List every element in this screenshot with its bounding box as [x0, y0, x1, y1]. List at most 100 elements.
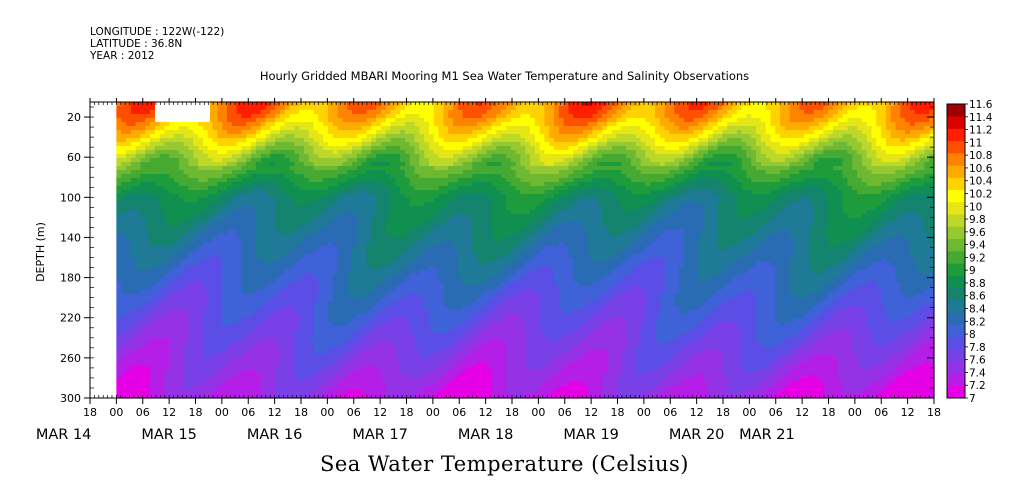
heatmap-cell [169, 122, 175, 127]
heatmap-cell [130, 134, 137, 139]
heatmap-cell [342, 130, 348, 135]
heatmap-cell [429, 146, 435, 151]
heatmap-cell [188, 290, 194, 295]
heatmap-cell [400, 290, 406, 295]
heatmap-cell [116, 210, 122, 215]
heatmap-cell [212, 310, 218, 315]
heatmap-cell [260, 382, 267, 387]
heatmap-cell [299, 110, 305, 115]
heatmap-cell [270, 250, 276, 255]
heatmap-cell [400, 130, 406, 135]
heatmap-cell [366, 270, 372, 275]
heatmap-cell [207, 366, 214, 371]
heatmap-cell [198, 258, 204, 263]
heatmap-cell [352, 242, 358, 247]
heatmap-cell [188, 130, 194, 135]
heatmap-cell [231, 190, 238, 195]
heatmap-cell [246, 246, 252, 251]
heatmap-cell [279, 170, 286, 175]
heatmap-cell [356, 350, 363, 355]
heatmap-cell [400, 294, 406, 299]
heatmap-cell [183, 386, 190, 391]
heatmap-cell [174, 366, 180, 371]
heatmap-cell [178, 206, 185, 211]
heatmap-cell [279, 166, 286, 171]
heatmap-cell [198, 282, 204, 287]
heatmap-cell [198, 250, 204, 255]
heatmap-cell [226, 146, 233, 151]
heatmap-cell [424, 370, 430, 375]
heatmap-cell [361, 110, 368, 115]
heatmap-cell [299, 234, 305, 239]
heatmap-cell [352, 230, 358, 235]
heatmap-cell [150, 266, 156, 271]
heatmap-cell [154, 334, 161, 339]
heatmap-cell [154, 166, 161, 171]
heatmap-cell [178, 306, 185, 311]
heatmap-cell [294, 130, 300, 135]
heatmap-cell [217, 342, 223, 347]
heatmap-cell [169, 362, 175, 367]
heatmap-cell [169, 190, 175, 195]
heatmap-cell [371, 122, 377, 127]
heatmap-cell [294, 226, 300, 231]
heatmap-cell [159, 246, 166, 251]
heatmap-cell [294, 166, 300, 171]
heatmap-cell [231, 134, 238, 139]
heatmap-cell [400, 110, 406, 115]
heatmap-cell [395, 142, 401, 147]
heatmap-cell [212, 166, 218, 171]
heatmap-cell [130, 278, 137, 283]
heatmap-cell [150, 282, 156, 287]
heatmap-cell [255, 122, 262, 127]
heatmap-cell [395, 198, 401, 203]
heatmap-cell [356, 146, 363, 151]
heatmap-cell [419, 246, 425, 251]
heatmap-cell [390, 162, 396, 167]
heatmap-cell [342, 230, 348, 235]
heatmap-cell [380, 358, 387, 363]
heatmap-cell [419, 386, 425, 391]
heatmap-cell [121, 266, 127, 271]
heatmap-cell [193, 190, 199, 195]
heatmap-cell [318, 170, 324, 175]
heatmap-cell [150, 102, 156, 107]
heatmap-cell [140, 358, 146, 363]
heatmap-cell [395, 202, 401, 207]
heatmap-cell [174, 334, 180, 339]
heatmap-cell [299, 122, 305, 127]
heatmap-cell [202, 350, 209, 355]
heatmap-cell [409, 274, 416, 279]
heatmap-cell [347, 278, 353, 283]
heatmap-cell [222, 110, 228, 115]
heatmap-cell [241, 374, 247, 379]
heatmap-cell [361, 138, 368, 143]
heatmap-cell [342, 310, 348, 315]
heatmap-cell [169, 294, 175, 299]
heatmap-cell [380, 170, 387, 175]
heatmap-cell [438, 122, 445, 127]
heatmap-cell [178, 158, 185, 163]
heatmap-cell [361, 366, 368, 371]
heatmap-cell [279, 190, 286, 195]
heatmap-cell [154, 230, 161, 235]
heatmap-cell [251, 158, 257, 163]
heatmap-cell [371, 150, 377, 155]
heatmap-cell [222, 306, 228, 311]
heatmap-cell [419, 206, 425, 211]
heatmap-cell [212, 386, 218, 391]
heatmap-cell [236, 370, 243, 375]
heatmap-cell [429, 198, 435, 203]
heatmap-cell [366, 246, 372, 251]
heatmap-cell [222, 234, 228, 239]
heatmap-cell [279, 370, 286, 375]
heatmap-cell [308, 298, 315, 303]
heatmap-cell [308, 194, 315, 199]
heatmap-cell [135, 170, 142, 175]
heatmap-cell [284, 262, 291, 267]
heatmap-cell [178, 274, 185, 279]
heatmap-cell [332, 362, 339, 367]
heatmap-cell [135, 334, 142, 339]
heatmap-cell [308, 370, 315, 375]
heatmap-cell [328, 258, 334, 263]
